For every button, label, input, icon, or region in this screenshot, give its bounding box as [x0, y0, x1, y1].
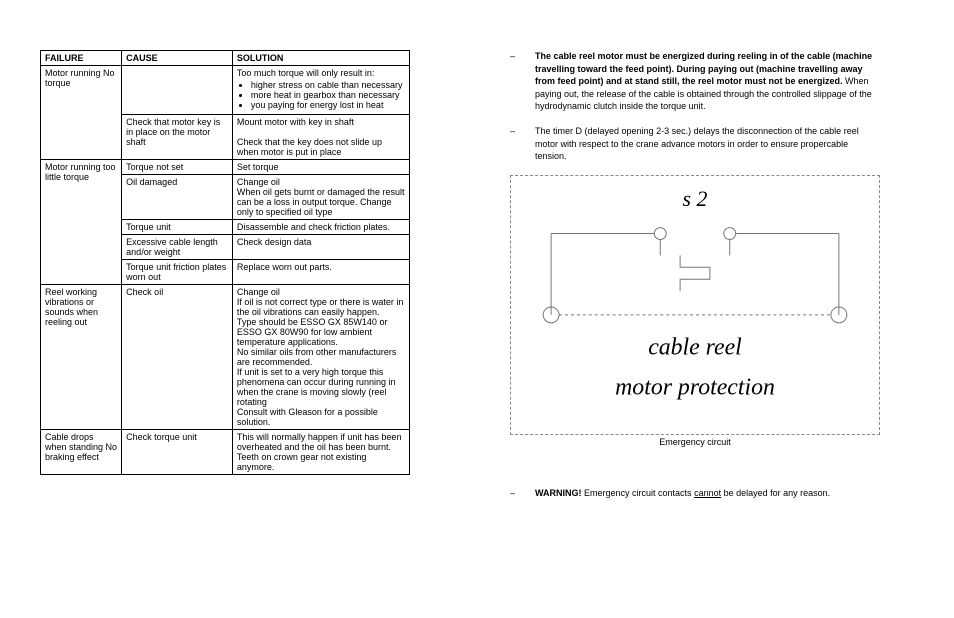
warning-suffix: be delayed for any reason. — [721, 488, 830, 498]
cell-solution: This will normally happen if unit has be… — [232, 430, 409, 475]
cell-cause — [122, 66, 233, 115]
info-bullet: –The cable reel motor must be energized … — [510, 50, 880, 113]
right-column: –The cable reel motor must be energized … — [510, 50, 880, 568]
table-row: Motor running No torqueToo much torque w… — [41, 66, 410, 115]
cell-failure: Motor running No torque — [41, 66, 122, 160]
table-row: Reel working vibrations or sounds when r… — [41, 285, 410, 430]
solution-bullet: you paying for energy lost in heat — [251, 100, 405, 110]
cell-solution: Check design data — [232, 235, 409, 260]
solution-bullet: more heat in gearbox than necessary — [251, 90, 405, 100]
th-cause: CAUSE — [122, 51, 233, 66]
label-cable-reel: cable reel — [648, 334, 742, 360]
label-motor-protection: motor protection — [615, 374, 775, 400]
table-row: Cable drops when standing No braking eff… — [41, 430, 410, 475]
troubleshooting-table-container: FAILURE CAUSE SOLUTION Motor running No … — [40, 50, 410, 568]
emergency-circuit-diagram: s 2 cable reel motor protection — [510, 175, 880, 435]
warning-line: – WARNING! Emergency circuit contacts ca… — [510, 487, 880, 500]
cell-solution: Too much torque will only result in:high… — [232, 66, 409, 115]
warning-prefix: WARNING! — [535, 488, 582, 498]
diagram-caption: Emergency circuit — [510, 437, 880, 447]
cell-cause: Oil damaged — [122, 175, 233, 220]
cell-cause: Check torque unit — [122, 430, 233, 475]
cell-failure: Reel working vibrations or sounds when r… — [41, 285, 122, 430]
cell-solution: Disassemble and check friction plates. — [232, 220, 409, 235]
cell-cause: Check that motor key is in place on the … — [122, 115, 233, 160]
troubleshooting-table: FAILURE CAUSE SOLUTION Motor running No … — [40, 50, 410, 475]
table-body: Motor running No torque Too much torque w… — [41, 66, 410, 475]
table-row: Motor running too little torqueTorque no… — [41, 160, 410, 175]
label-s2: s 2 — [683, 187, 708, 211]
cell-cause: Torque not set — [122, 160, 233, 175]
cell-solution: Replace worn out parts. — [232, 260, 409, 285]
warning-underline: cannot — [694, 488, 721, 498]
cell-solution: Set torque — [232, 160, 409, 175]
cell-solution: Change oilIf oil is not correct type or … — [232, 285, 409, 430]
cell-cause: Check oil — [122, 285, 233, 430]
cell-failure: Cable drops when standing No braking eff… — [41, 430, 122, 475]
th-solution: SOLUTION — [232, 51, 409, 66]
cell-cause: Excessive cable length and/or weight — [122, 235, 233, 260]
cell-solution: Mount motor with key in shaft Check that… — [232, 115, 409, 160]
info-bullet: –The timer D (delayed opening 2-3 sec.) … — [510, 125, 880, 163]
circuit-svg: s 2 cable reel motor protection — [511, 176, 879, 434]
th-failure: FAILURE — [41, 51, 122, 66]
cell-solution: Change oilWhen oil gets burnt or damaged… — [232, 175, 409, 220]
cell-failure: Motor running too little torque — [41, 160, 122, 285]
cell-cause: Torque unit — [122, 220, 233, 235]
solution-bullet: higher stress on cable than necessary — [251, 80, 405, 90]
cell-cause: Torque unit friction plates worn out — [122, 260, 233, 285]
warning-mid: Emergency circuit contacts — [582, 488, 695, 498]
